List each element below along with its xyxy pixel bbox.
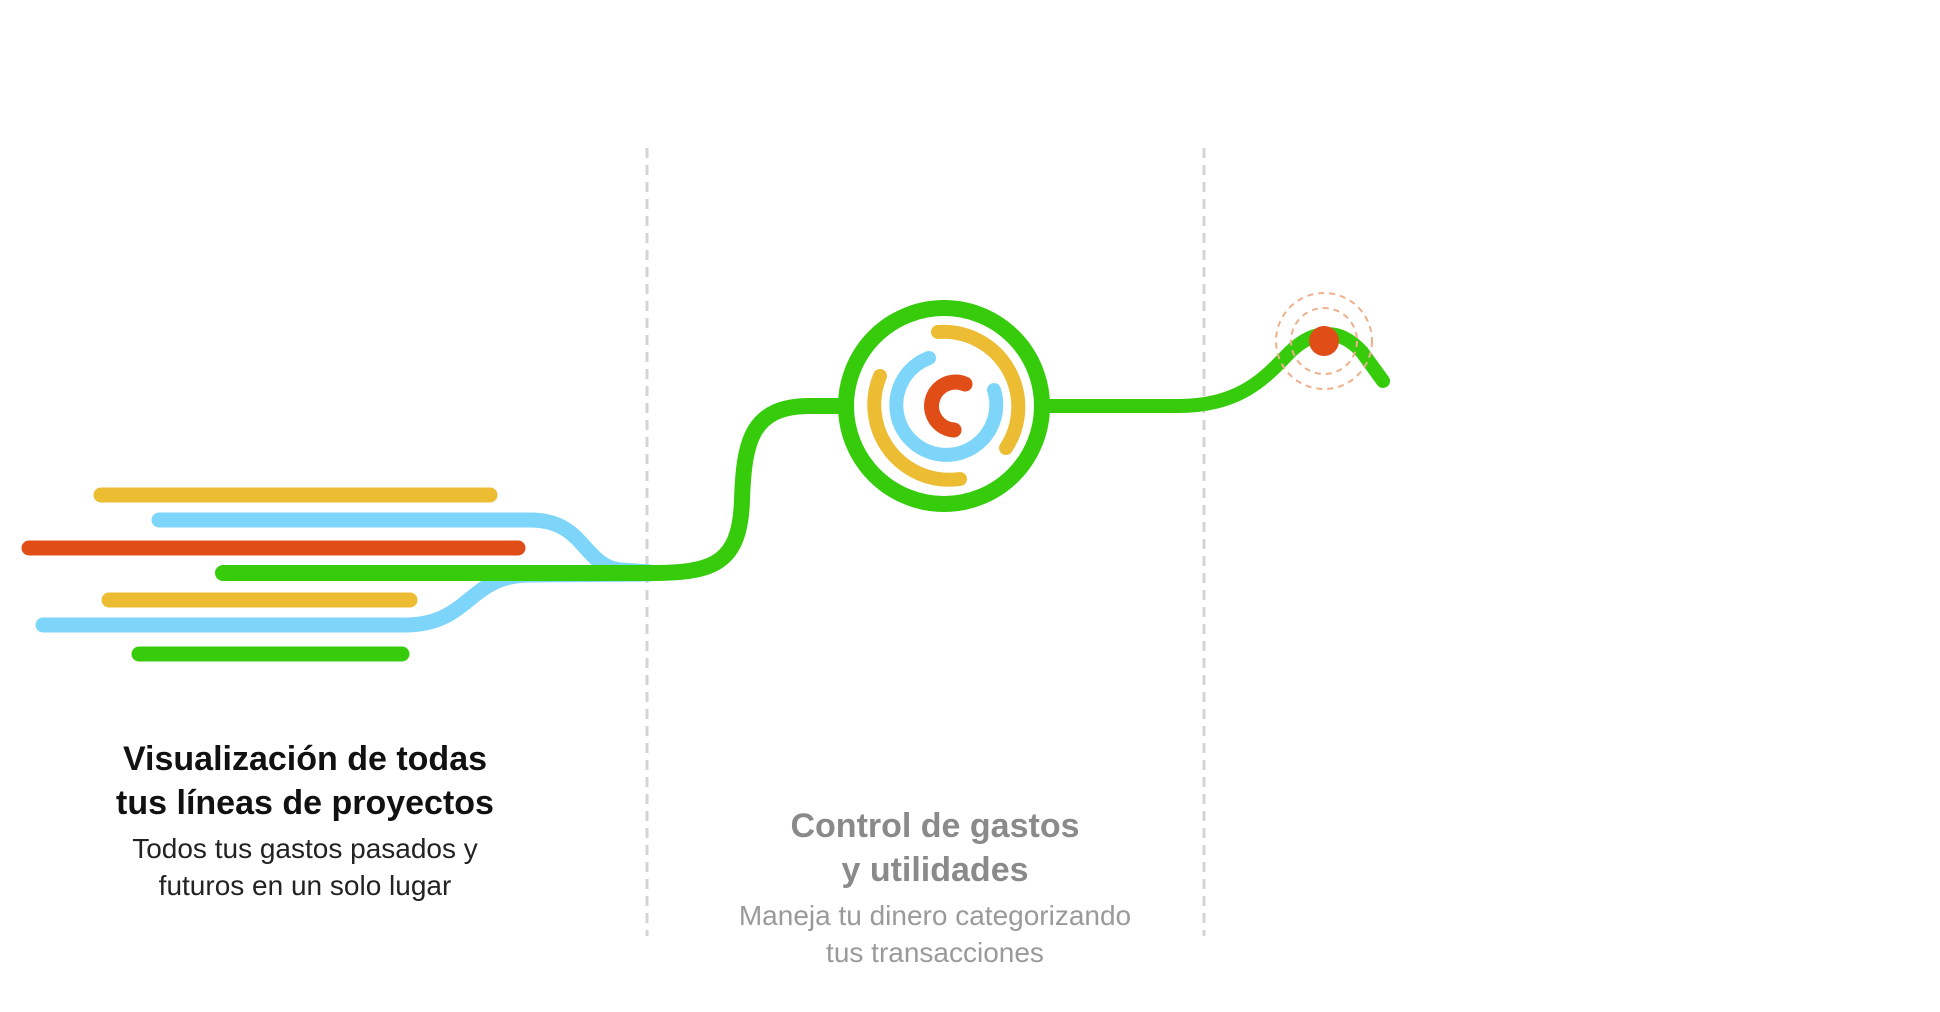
feature-title-line: y utilidades: [841, 851, 1029, 889]
feature-title-line: tus líneas de proyectos: [116, 784, 494, 822]
feature-title-line: Control de gastos: [790, 807, 1080, 845]
hub-yellow-arc-lower: [867, 369, 967, 487]
flow-line-continuation: [1036, 327, 1390, 413]
concentric-rings-icon: [838, 300, 1050, 512]
feature-desc-line: futuros en un solo lugar: [158, 870, 452, 901]
pulse-ring-inner: [1290, 307, 1358, 375]
feature-project-lines: Visualización de todas tus líneas de pro…: [20, 737, 590, 904]
main-flow-line: [215, 398, 853, 581]
feature-description: Maneja tu dinero categorizando tus trans…: [680, 897, 1190, 971]
pulse-ring-outer: [1275, 292, 1373, 390]
location-dot: [1309, 326, 1339, 356]
hub-blue-arc: [889, 351, 1004, 462]
feature-title: Control de gastos y utilidades: [680, 804, 1190, 892]
hub-red-arc: [924, 374, 973, 438]
hub-yellow-arc: [931, 324, 1026, 455]
feature-description: Todos tus gastos pasados y futuros en un…: [20, 830, 590, 904]
feature-desc-line: tus transacciones: [826, 937, 1044, 968]
feature-desc-line: Maneja tu dinero categorizando: [738, 900, 1132, 931]
feature-title-line: Visualización de todas: [122, 740, 488, 778]
feature-desc-line: Todos tus gastos pasados y: [132, 833, 478, 864]
location-pulse-icon: [1275, 292, 1373, 390]
feature-title: Visualización de todas tus líneas de pro…: [20, 737, 590, 825]
feature-expense-control: Control de gastos y utilidades Maneja tu…: [680, 804, 1190, 971]
